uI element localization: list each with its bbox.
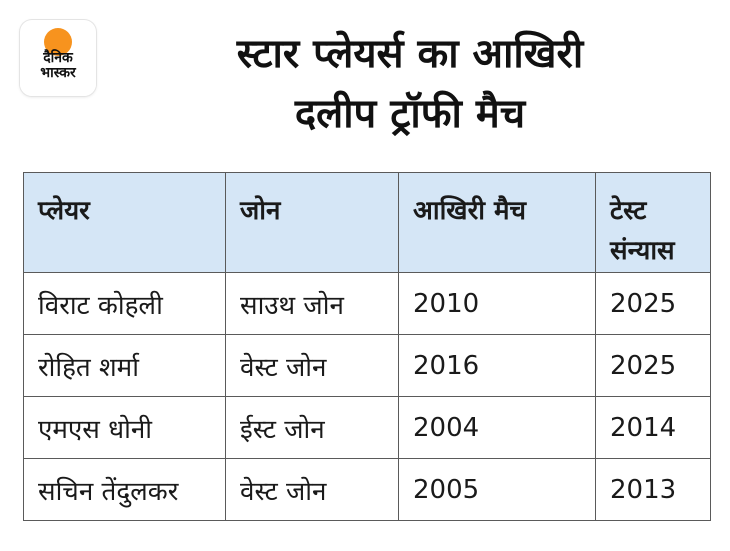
cell-last-match: 2005 [398, 458, 596, 521]
table-row: रोहित शर्मा वेस्ट जोन 2016 2025 [23, 334, 711, 397]
table-row: एमएस धोनी ईस्ट जोन 2004 2014 [23, 396, 711, 459]
table-header-row: प्लेयर जोन आखिरी मैच टेस्ट संन्यास [23, 172, 711, 273]
sun-logo-icon [20, 28, 96, 96]
cell-zone: ईस्ट जोन [225, 396, 399, 459]
title-line-1: स्टार प्लेयर्स का आखिरी [236, 31, 584, 77]
page-title: स्टार प्लेयर्स का आखिरी दलीप ट्रॉफी मैच [110, 24, 710, 144]
cell-last-match: 2016 [398, 334, 596, 397]
matches-table: प्लेयर जोन आखिरी मैच टेस्ट संन्यास विराट… [23, 172, 711, 521]
table-row: सचिन तेंदुलकर वेस्ट जोन 2005 2013 [23, 458, 711, 521]
cell-test-retirement: 2013 [595, 458, 711, 521]
logo-wordmark: दैनिक भास्कर [20, 51, 96, 81]
title-line-2: दलीप ट्रॉफी मैच [294, 91, 526, 137]
cell-last-match: 2010 [398, 272, 596, 335]
cell-test-retirement: 2025 [595, 334, 711, 397]
cell-player: सचिन तेंदुलकर [23, 458, 226, 521]
cell-zone: साउथ जोन [225, 272, 399, 335]
table-row: विराट कोहली साउथ जोन 2010 2025 [23, 272, 711, 335]
cell-zone: वेस्ट जोन [225, 458, 399, 521]
logo-line-2: भास्कर [40, 65, 76, 81]
cell-last-match: 2004 [398, 396, 596, 459]
header-test-retirement: टेस्ट संन्यास [595, 172, 711, 273]
cell-test-retirement: 2014 [595, 396, 711, 459]
logo-line-1: दैनिक [43, 50, 73, 66]
dainik-bhaskar-logo: दैनिक भास्कर [20, 20, 96, 96]
header-last-match: आखिरी मैच [398, 172, 596, 273]
header-player: प्लेयर [23, 172, 226, 273]
cell-player: विराट कोहली [23, 272, 226, 335]
header-zone: जोन [225, 172, 399, 273]
cell-player: रोहित शर्मा [23, 334, 226, 397]
cell-zone: वेस्ट जोन [225, 334, 399, 397]
cell-player: एमएस धोनी [23, 396, 226, 459]
cell-test-retirement: 2025 [595, 272, 711, 335]
